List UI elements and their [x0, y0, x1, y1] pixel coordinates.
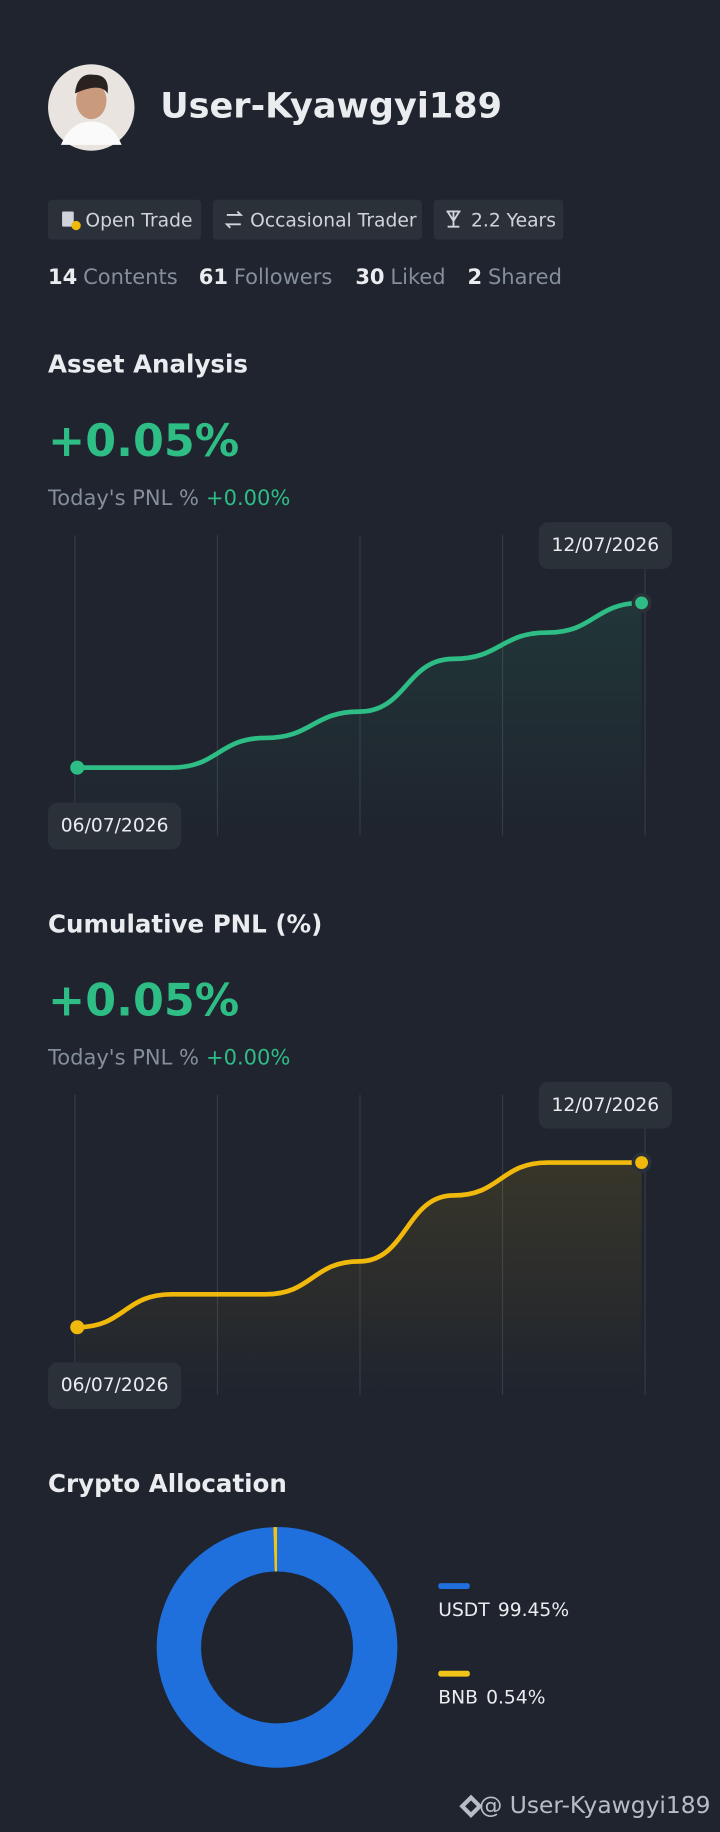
headline: +0.05% — [48, 976, 239, 1027]
date-tag — [48, 1362, 182, 1410]
pnl: Today's PNL % +0.00% — [47, 485, 290, 510]
pnl-value: +0.00% — [206, 1045, 290, 1070]
legend-name: USDT — [438, 1600, 490, 1621]
stat: 2 Shared — [467, 264, 561, 289]
stat-label: Liked — [390, 264, 445, 289]
stat-value: 14 — [48, 264, 77, 289]
donut-segment — [156, 1527, 398, 1768]
legend-entry: USDT 99.45% — [438, 1600, 569, 1621]
date-label: 06/07/2026 — [61, 816, 169, 837]
date-tag — [538, 1081, 672, 1129]
start-point — [70, 1320, 85, 1335]
end-point — [631, 592, 652, 613]
legend-value: 99.45% — [498, 1600, 569, 1621]
date-label: 12/07/2026 — [551, 1095, 659, 1116]
tag: Open Trade — [85, 210, 192, 231]
pnl-label: Today's PNL % — [47, 1045, 199, 1070]
tag: 2.2 Years — [471, 210, 556, 231]
avatar — [48, 64, 135, 151]
stat-value: 2 — [467, 264, 482, 289]
section-title: Crypto Allocation — [48, 1469, 287, 1498]
tag: Occasional Trader — [250, 210, 417, 231]
section-title: Cumulative PNL (%) — [48, 909, 322, 938]
stats: 14 Contents 61 Followers 30 Liked 2 Shared — [48, 264, 562, 289]
stat: 30 Liked — [355, 264, 445, 289]
area — [77, 1162, 642, 1396]
stat: 14 Contents — [48, 264, 178, 289]
stat-label: Followers — [234, 264, 332, 289]
date-tag — [538, 522, 672, 569]
line — [74, 600, 644, 770]
line — [74, 1160, 644, 1330]
legend-name: BNB — [438, 1687, 478, 1708]
end-point — [631, 1152, 652, 1173]
pnl-value: +0.00% — [206, 485, 290, 510]
date-label: 06/07/2026 — [61, 1375, 169, 1396]
start-point — [70, 760, 85, 775]
date-label: 12/07/2026 — [551, 535, 659, 556]
username: User-Kyawgyi189 — [160, 85, 502, 126]
stat-label: Contents — [83, 264, 178, 289]
stat-value: 30 — [355, 264, 384, 289]
stat: 61 Followers — [199, 264, 333, 289]
section-title: Asset Analysis — [48, 350, 248, 379]
pnl: Today's PNL % +0.00% — [47, 1045, 290, 1070]
legend-swatch — [438, 1583, 470, 1589]
charts: Asset Analysis +0.05% Today's PNL % +0.00% 0… — [47, 350, 672, 1768]
footer-text: @ User-Kyawgyi189 — [479, 1791, 711, 1819]
stat-label: Shared — [488, 264, 562, 289]
legend-entry: BNB 0.54% — [438, 1687, 545, 1708]
footer: @ User-Kyawgyi189 — [459, 1791, 711, 1819]
tags: Open Trade Occasional Trader 2.2 Years — [48, 199, 564, 240]
pnl-label: Today's PNL % — [47, 485, 199, 510]
area — [77, 602, 642, 836]
headline: +0.05% — [48, 416, 239, 467]
legend-swatch — [438, 1670, 470, 1677]
legend-value: 0.54% — [486, 1687, 545, 1708]
stat-value: 61 — [199, 264, 228, 289]
date-tag — [48, 802, 182, 850]
